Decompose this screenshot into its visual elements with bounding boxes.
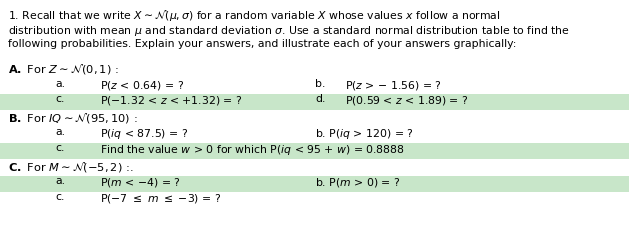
Text: a.: a. [55,176,65,186]
Text: distribution with mean $\mu$ and standard deviation $\sigma$. Use a standard nor: distribution with mean $\mu$ and standar… [8,24,570,38]
Text: P(0.59 < $z$ < 1.89) = ?: P(0.59 < $z$ < 1.89) = ? [345,94,469,107]
Text: $\mathbf{A.}$ For $Z \sim \mathcal{N}(0,1)$ :: $\mathbf{A.}$ For $Z \sim \mathcal{N}(0,… [8,62,119,76]
Text: c.: c. [55,94,64,104]
Text: a.: a. [55,78,65,88]
Text: b. P($iq$ > 120) = ?: b. P($iq$ > 120) = ? [315,128,414,141]
Bar [0,143,629,158]
Text: P($z$ > $-$ 1.56) = ?: P($z$ > $-$ 1.56) = ? [345,78,442,92]
Text: following probabilities. Explain your answers, and illustrate each of your answe: following probabilities. Explain your an… [8,39,516,49]
Text: c.: c. [55,192,64,202]
Bar [0,94,629,110]
Text: Find the value $w$ > 0 for which P($iq$ < 95 + $w$) = 0.8888: Find the value $w$ > 0 for which P($iq$ … [100,143,404,157]
Text: P($-$7 $\leq$ $m$ $\leq$ $-$3) = ?: P($-$7 $\leq$ $m$ $\leq$ $-$3) = ? [100,192,221,204]
Text: d.: d. [315,94,325,104]
Text: b. P($m$ > 0) = ?: b. P($m$ > 0) = ? [315,176,401,189]
Text: P($iq$ < 87.5) = ?: P($iq$ < 87.5) = ? [100,128,188,141]
Text: P($m$ < $-$4) = ?: P($m$ < $-$4) = ? [100,176,181,189]
Text: a.: a. [55,128,65,138]
Text: b.: b. [315,78,325,88]
Text: P($z$ < 0.64) = ?: P($z$ < 0.64) = ? [100,78,184,92]
Text: $\mathbf{C.}$ For $M \sim \mathcal{N}(-5,2)$ :.: $\mathbf{C.}$ For $M \sim \mathcal{N}(-5… [8,160,133,174]
Text: 1. Recall that we write $X \sim \mathcal{N}(\mu, \sigma)$ for a random variable : 1. Recall that we write $X \sim \mathcal… [8,8,501,23]
Text: $\mathbf{B.}$ For $IQ \sim \mathcal{N}(95,10)$ :: $\mathbf{B.}$ For $IQ \sim \mathcal{N}(9… [8,111,138,125]
Bar [0,176,629,192]
Text: c.: c. [55,143,64,153]
Text: P($-$1.32 < $z$ < +1.32) = ?: P($-$1.32 < $z$ < +1.32) = ? [100,94,243,107]
